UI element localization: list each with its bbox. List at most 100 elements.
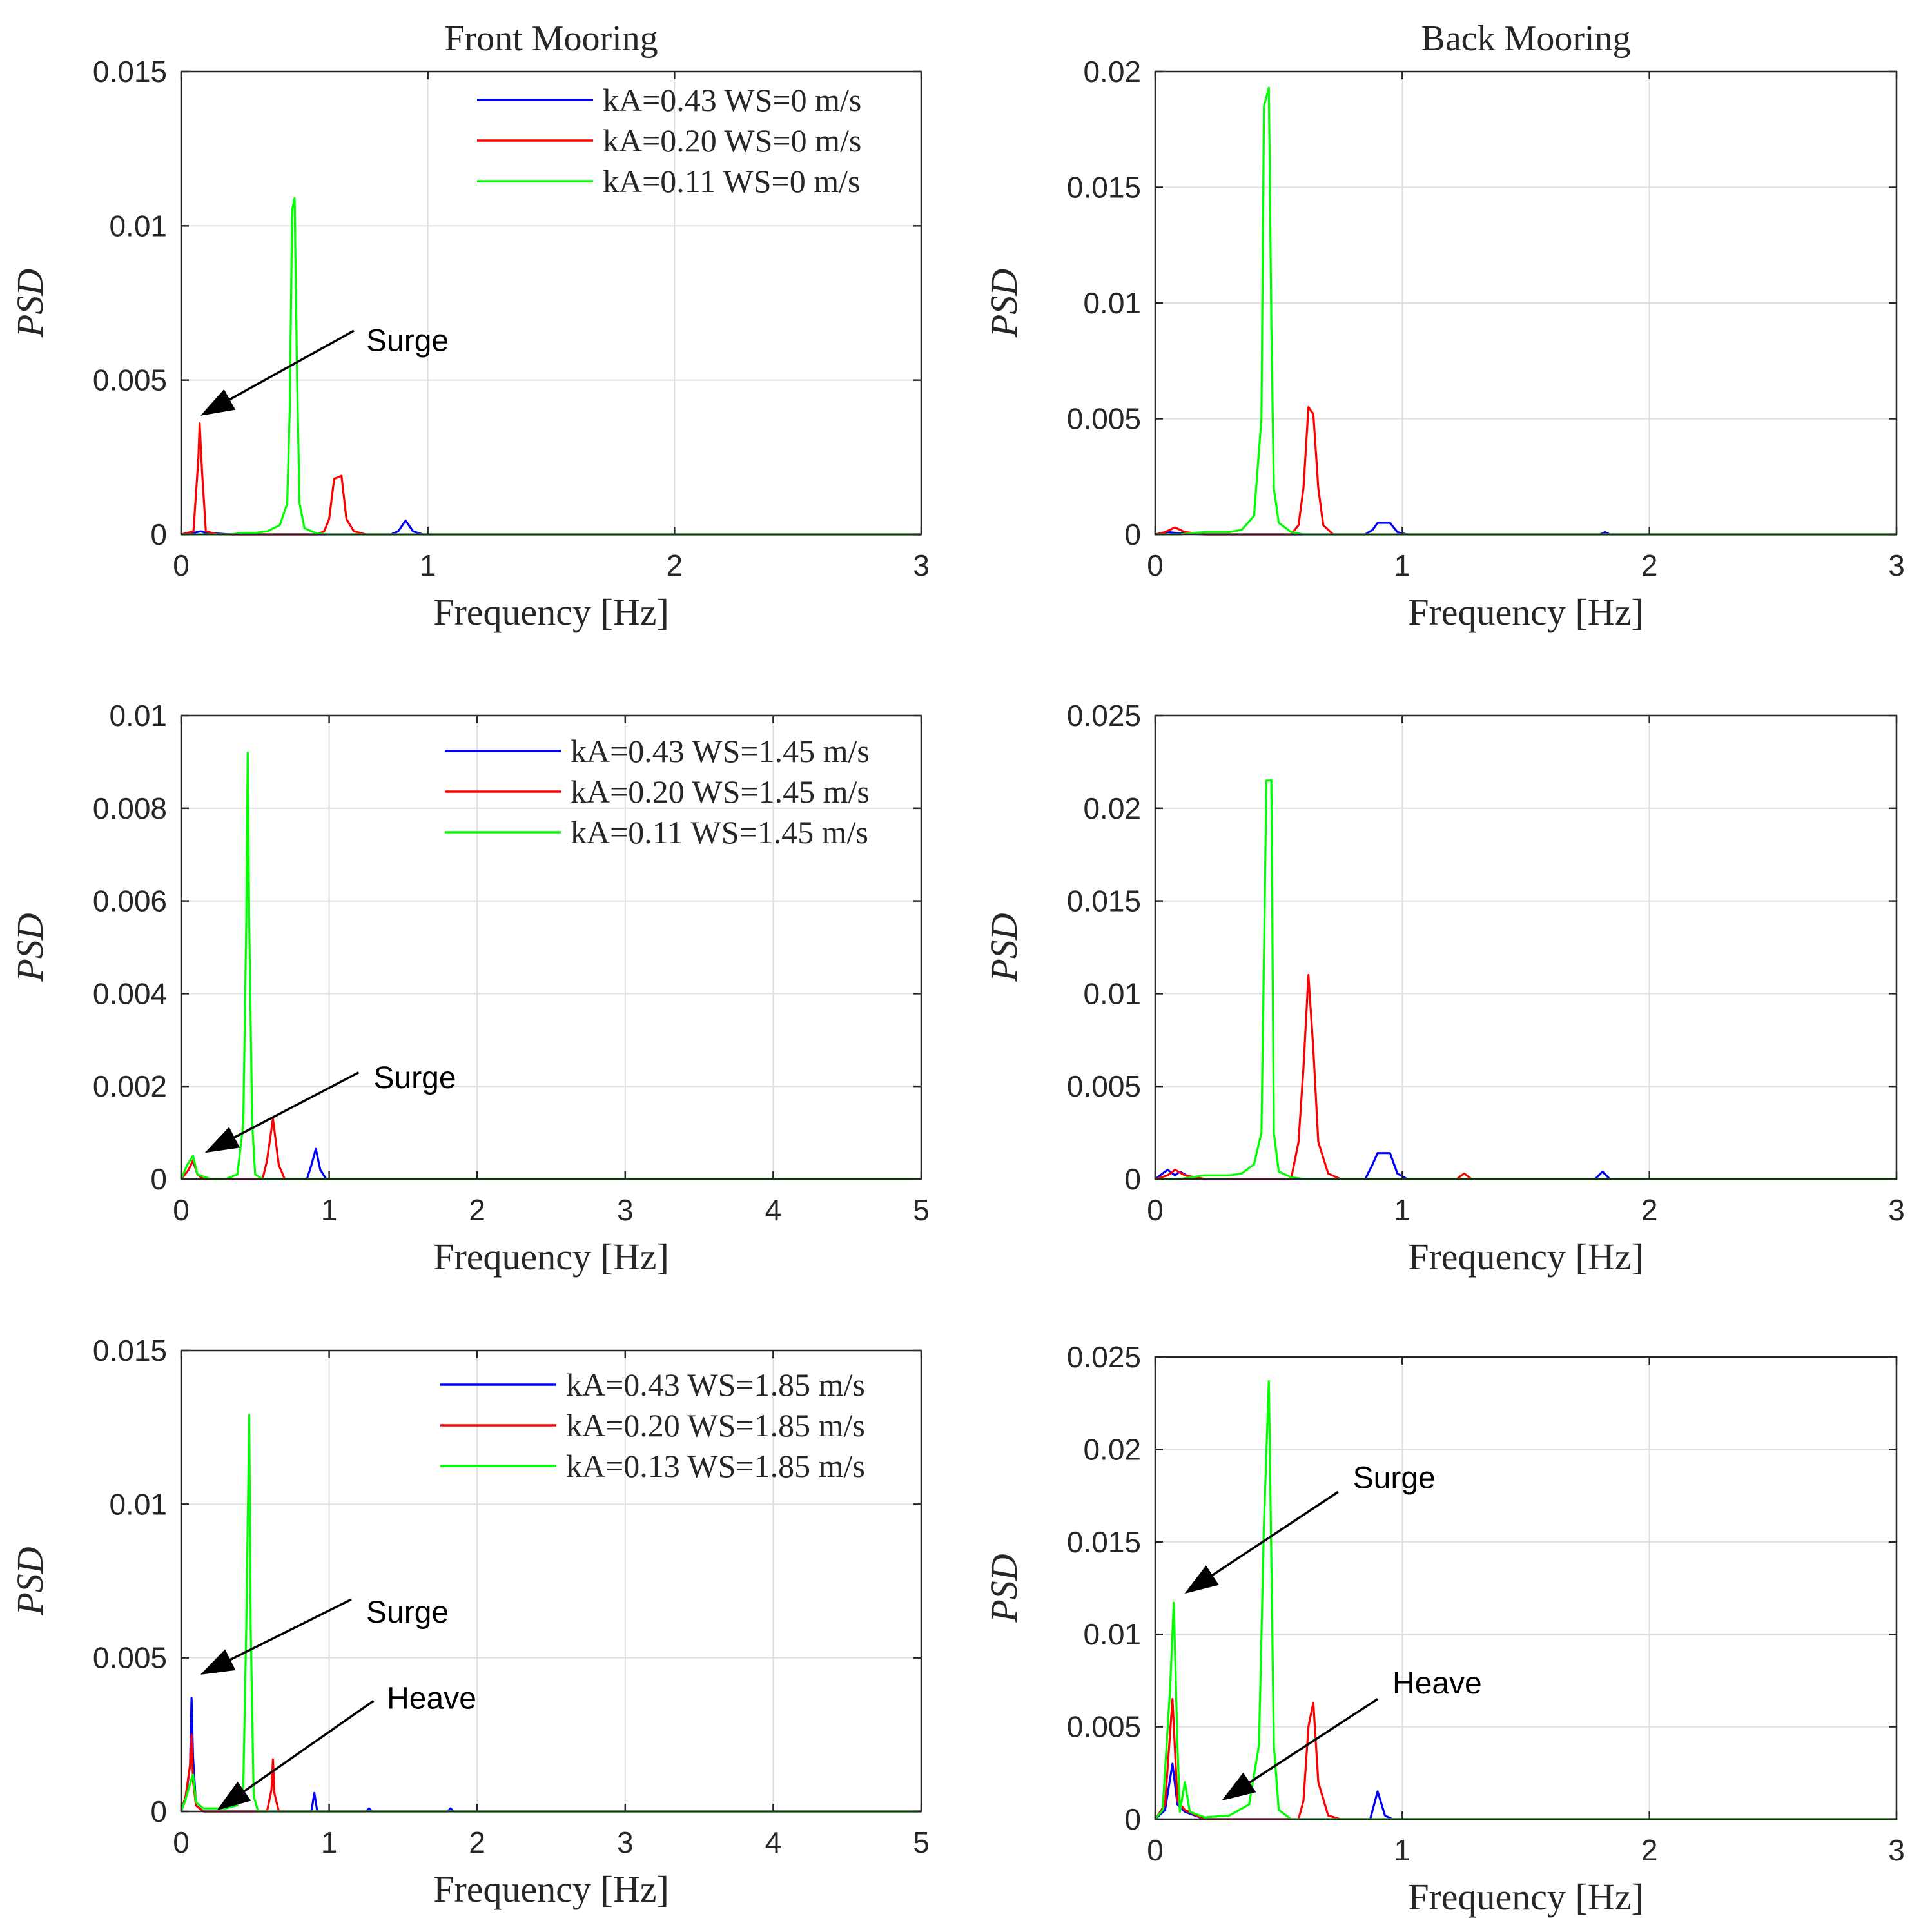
legend-label-3: kA=0.11 WS=1.45 m/s bbox=[571, 814, 868, 850]
annotation-label-surge: Surge bbox=[1353, 1461, 1436, 1495]
x-tick-label: 0 bbox=[1147, 549, 1164, 582]
x-axis-label: Frequency [Hz] bbox=[1408, 1876, 1644, 1918]
legend-label-1: kA=0.43 WS=0 m/s bbox=[603, 82, 861, 118]
y-tick-label: 0.005 bbox=[1067, 1069, 1141, 1103]
y-tick-label: 0.005 bbox=[1067, 402, 1141, 436]
axes-box bbox=[180, 70, 922, 536]
x-tick-label: 4 bbox=[765, 1826, 782, 1859]
legend-label-1: kA=0.43 WS=1.45 m/s bbox=[571, 733, 870, 769]
y-tick-label: 0.005 bbox=[1067, 1710, 1141, 1744]
x-tick-label: 0 bbox=[1147, 1833, 1164, 1867]
y-tick-label: 0 bbox=[1124, 1162, 1141, 1196]
series-line-2 bbox=[1155, 974, 1897, 1180]
y-tick-label: 0.025 bbox=[1067, 699, 1141, 732]
y-axis-label: PSD bbox=[9, 1547, 51, 1615]
x-tick-label: 5 bbox=[913, 1826, 930, 1859]
annotation-label-surge: Surge bbox=[366, 324, 449, 358]
x-axis-label: Frequency [Hz] bbox=[433, 1236, 669, 1278]
x-tick-label: 1 bbox=[420, 549, 436, 582]
y-tick-label: 0.008 bbox=[93, 792, 167, 825]
x-tick-label: 3 bbox=[617, 1193, 634, 1227]
series-line-2 bbox=[1155, 405, 1897, 536]
plot-area bbox=[1155, 1357, 1897, 1819]
y-tick-label: 0 bbox=[150, 518, 167, 551]
y-tick-label: 0.02 bbox=[1083, 792, 1141, 825]
y-tick-label: 0.015 bbox=[1067, 884, 1141, 918]
legend-label-2: kA=0.20 WS=0 m/s bbox=[603, 122, 861, 159]
chart-title: Back Mooring bbox=[1421, 19, 1630, 59]
x-axis-label: Frequency [Hz] bbox=[433, 591, 669, 633]
x-tick-label: 1 bbox=[1394, 1193, 1411, 1227]
y-axis-label: PSD bbox=[983, 269, 1025, 338]
y-tick-label: 0.005 bbox=[93, 1641, 167, 1675]
series-line-3 bbox=[180, 751, 921, 1180]
y-tick-label: 0.01 bbox=[1083, 286, 1141, 320]
x-tick-label: 0 bbox=[1147, 1193, 1164, 1227]
x-axis-label: Frequency [Hz] bbox=[1408, 591, 1644, 633]
legend-label-2: kA=0.20 WS=1.45 m/s bbox=[571, 774, 870, 810]
y-tick-label: 0.015 bbox=[1067, 171, 1141, 204]
y-tick-label: 0.01 bbox=[1083, 977, 1141, 1010]
y-tick-label: 0.004 bbox=[93, 977, 167, 1010]
annotation-label-heave: Heave bbox=[387, 1682, 476, 1716]
axes-box bbox=[180, 714, 922, 1180]
x-tick-label: 4 bbox=[765, 1193, 782, 1227]
x-tick-label: 2 bbox=[1641, 549, 1658, 582]
y-tick-label: 0.015 bbox=[93, 1334, 167, 1367]
chart-panel-p1: 0 1 2 3 0 0.005 0.01 0.015 Front Mooring Frequenc… bbox=[9, 19, 930, 633]
x-tick-label: 5 bbox=[913, 1193, 930, 1227]
series-line-3 bbox=[1154, 1380, 1897, 1820]
y-tick-label: 0 bbox=[150, 1162, 167, 1196]
axes-box bbox=[180, 1349, 922, 1813]
y-tick-label: 0 bbox=[150, 1795, 167, 1828]
annotation-arrow bbox=[1221, 1698, 1378, 1801]
x-tick-label: 3 bbox=[1888, 549, 1905, 582]
series-line-3 bbox=[1155, 86, 1897, 536]
x-tick-label: 2 bbox=[667, 549, 683, 582]
chart-panel-p2: 0 1 2 3 0 0.005 0.01 0.015 0.02 Back Mooring Frequ… bbox=[983, 19, 1905, 633]
annotation-arrow bbox=[204, 1071, 360, 1153]
y-tick-label: 0.005 bbox=[93, 364, 167, 397]
legend-label-1: kA=0.43 WS=1.85 m/s bbox=[566, 1367, 865, 1403]
x-axis-label: Frequency [Hz] bbox=[1408, 1236, 1644, 1278]
y-tick-label: 0 bbox=[1124, 518, 1141, 551]
y-tick-label: 0.01 bbox=[1083, 1617, 1141, 1651]
x-tick-label: 0 bbox=[173, 1193, 190, 1227]
x-tick-label: 0 bbox=[173, 1826, 190, 1859]
annotation-arrow bbox=[217, 1699, 375, 1811]
x-tick-label: 3 bbox=[913, 549, 930, 582]
x-tick-label: 3 bbox=[1888, 1193, 1905, 1227]
x-tick-label: 1 bbox=[1394, 1833, 1411, 1867]
series-line-1 bbox=[1155, 1152, 1897, 1180]
x-axis-label: Frequency [Hz] bbox=[433, 1868, 669, 1910]
y-tick-label: 0.006 bbox=[93, 884, 167, 918]
annotation-label-heave: Heave bbox=[1392, 1666, 1482, 1701]
x-tick-label: 3 bbox=[617, 1826, 634, 1859]
chart-panel-p6: 0 1 2 3 0 0.005 0.01 0.015 0.02 0.025 Frequency [H… bbox=[983, 1340, 1905, 1918]
y-axis-label: PSD bbox=[983, 913, 1025, 982]
y-axis-label: PSD bbox=[983, 1554, 1025, 1623]
chart-title: Front Mooring bbox=[444, 19, 658, 59]
chart-panel-p4: 0 1 2 3 0 0.005 0.01 0.015 0.02 0.025 Frequency [H… bbox=[983, 699, 1905, 1278]
y-tick-label: 0.015 bbox=[93, 55, 167, 88]
axes-box bbox=[1154, 1356, 1898, 1820]
chart-panel-p3: 0 1 2 3 4 5 0 0.002 0.004 0.006 0.008 0.01 Frequency… bbox=[9, 699, 930, 1278]
series-line-2 bbox=[1154, 1698, 1897, 1820]
x-tick-label: 2 bbox=[469, 1193, 485, 1227]
x-tick-label: 2 bbox=[1641, 1193, 1658, 1227]
y-tick-label: 0.01 bbox=[109, 1487, 167, 1521]
chart-panel-p5: 0 1 2 3 4 5 0 0.005 0.01 0.015 Frequency [Hz] PSD kA… bbox=[9, 1334, 930, 1910]
plot-area bbox=[1155, 716, 1897, 1179]
series-line-3 bbox=[1155, 779, 1897, 1180]
annotation-label-surge: Surge bbox=[373, 1061, 456, 1095]
x-tick-label: 1 bbox=[321, 1193, 338, 1227]
y-tick-label: 0.025 bbox=[1067, 1340, 1141, 1374]
annotation-arrow bbox=[200, 1598, 352, 1675]
y-tick-label: 0.02 bbox=[1083, 55, 1141, 88]
legend-label-2: kA=0.20 WS=1.85 m/s bbox=[566, 1407, 865, 1443]
y-tick-label: 0.002 bbox=[93, 1069, 167, 1103]
y-tick-label: 0.01 bbox=[109, 209, 167, 242]
y-axis-label: PSD bbox=[9, 269, 51, 338]
y-tick-label: 0 bbox=[1124, 1802, 1141, 1836]
